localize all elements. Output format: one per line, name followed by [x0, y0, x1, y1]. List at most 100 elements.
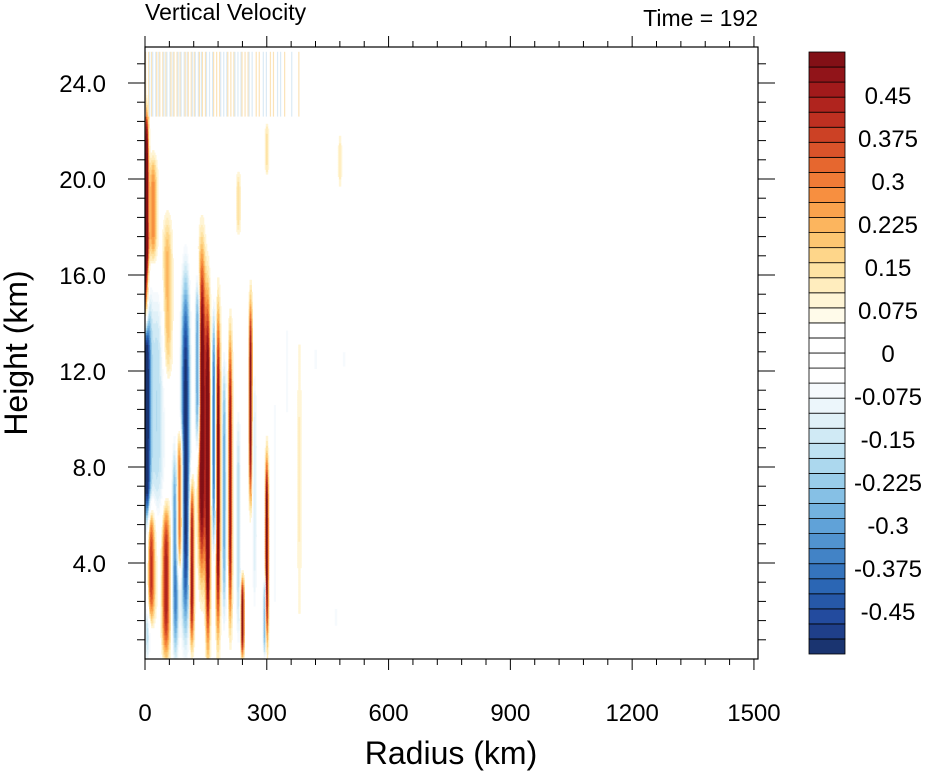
heatmap-cell: [161, 625, 163, 629]
heatmap-cell: [171, 323, 173, 326]
heatmap-cell: [153, 450, 155, 453]
heatmap-cell: [158, 306, 160, 309]
heatmap-cell: [156, 563, 158, 566]
heatmap-cell: [156, 203, 158, 206]
heatmap-cell: [148, 128, 150, 132]
heatmap-cell: [159, 332, 161, 336]
heatmap-cell: [153, 563, 155, 566]
heatmap-cell: [150, 171, 152, 175]
heatmap-cell: [161, 647, 163, 650]
heatmap-cell: [162, 277, 164, 281]
heatmap-cell: [147, 505, 149, 509]
heatmap-cell: [153, 344, 155, 348]
heatmap-cell: [147, 512, 149, 516]
heatmap-cell: [152, 186, 154, 189]
heatmap-cell: [156, 371, 158, 374]
heatmap-cell: [164, 618, 166, 621]
heatmap-cell: [157, 450, 159, 453]
heatmap-cell: [149, 198, 151, 201]
heatmap-cell: [153, 162, 155, 165]
heatmap-cell: [158, 447, 160, 451]
heatmap-cell: [150, 483, 152, 487]
heatmap-cell: [178, 654, 180, 657]
heatmap-cell: [162, 589, 164, 593]
heatmap-cell: [156, 224, 158, 228]
heatmap-cell: [164, 282, 166, 285]
heatmap-cell: [155, 215, 157, 218]
heatmap-cell: [149, 342, 151, 345]
heatmap-cell: [153, 399, 155, 403]
heatmap-cell: [154, 589, 156, 593]
heatmap-cell: [146, 428, 148, 432]
heatmap-cell: [149, 435, 151, 439]
heatmap-cell: [156, 383, 158, 386]
heatmap-cell: [164, 416, 166, 420]
heatmap-cell: [155, 543, 157, 547]
heatmap-cell: [165, 500, 167, 504]
heatmap-cell: [148, 536, 150, 540]
heatmap-cell: [146, 608, 148, 612]
heatmap-cell: [148, 654, 150, 657]
heatmap-cell: [164, 563, 166, 566]
heatmap-cell: [159, 363, 161, 367]
heatmap-cell: [147, 431, 149, 434]
heatmap-cell: [153, 351, 155, 355]
heatmap-cell: [148, 450, 150, 453]
heatmap-cell: [151, 455, 153, 458]
heatmap-cell: [155, 505, 157, 509]
heatmap-cell: [145, 464, 147, 468]
heatmap-cell: [150, 495, 152, 499]
heatmap-cell: [147, 207, 149, 211]
heatmap-cell: [165, 642, 167, 645]
heatmap-cell: [145, 217, 147, 221]
heatmap-cell: [152, 512, 154, 516]
heatmap-cell: [157, 414, 159, 417]
heatmap-cell: [171, 339, 173, 343]
heatmap-cell: [154, 330, 156, 333]
heatmap-cell: [167, 210, 169, 213]
heatmap-cell: [146, 157, 148, 161]
heatmap-cell: [145, 287, 147, 290]
heatmap-cell: [165, 543, 167, 547]
heatmap-cell: [163, 263, 165, 266]
heatmap-cell: [148, 133, 150, 137]
heatmap-cell: [157, 510, 159, 513]
heatmap-cell: [160, 599, 162, 602]
heatmap-cell: [147, 632, 149, 636]
heatmap-cell: [163, 464, 165, 468]
heatmap-cell: [153, 342, 155, 345]
heatmap-cell: [147, 428, 149, 432]
heatmap-cell: [155, 452, 157, 456]
heatmap-cell: [152, 289, 154, 293]
heatmap-cell: [162, 248, 164, 252]
heatmap-cell: [152, 183, 154, 187]
heatmap-cell: [158, 479, 160, 482]
heatmap-cell: [146, 325, 148, 329]
heatmap-cell: [148, 644, 150, 648]
heatmap-cell: [150, 359, 152, 362]
heatmap-cell: [171, 342, 173, 345]
heatmap-cell: [154, 536, 156, 540]
heatmap-cell: [157, 291, 159, 295]
heatmap-cell: [150, 155, 152, 158]
heatmap-cell: [147, 411, 149, 415]
heatmap-cell: [145, 419, 147, 422]
heatmap-cell: [159, 373, 161, 377]
heatmap-cell: [161, 443, 163, 446]
heatmap-cell: [145, 349, 147, 353]
heatmap-cell: [164, 411, 166, 415]
heatmap-cell: [157, 409, 159, 413]
heatmap-cell: [149, 599, 151, 602]
heatmap-cell: [154, 224, 156, 228]
heatmap-cell: [171, 255, 173, 259]
heatmap-cell: [158, 339, 160, 343]
heatmap-cell: [164, 289, 166, 293]
heatmap-cell: [171, 320, 173, 324]
heatmap-cell: [151, 308, 153, 312]
heatmap-cell: [164, 344, 166, 348]
heatmap-cell: [149, 505, 151, 509]
heatmap-cell: [151, 392, 153, 396]
heatmap-cell: [150, 351, 152, 355]
heatmap-cell: [150, 241, 152, 245]
heatmap-cell: [159, 399, 161, 403]
